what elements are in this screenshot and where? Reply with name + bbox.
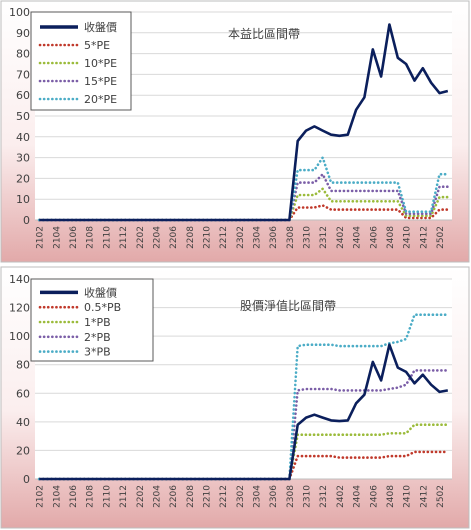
pe-y-tick-label: 60 [16, 89, 30, 102]
pe-y-tick-label: 80 [16, 48, 30, 61]
pe-x-tick-label: 2112 [119, 226, 129, 249]
pe-series-line-0 [39, 23, 449, 222]
pe-x-tick-label: 2410 [403, 226, 413, 249]
pb-series-group [37, 313, 450, 481]
pb-x-tick-label: 2210 [202, 485, 212, 508]
pe-x-tick-label: 2402 [336, 226, 346, 249]
pb-x-tick-label: 2404 [353, 485, 363, 508]
pe-x-tick-label: 2108 [86, 226, 96, 249]
pe-y-tick-label: 40 [16, 131, 30, 144]
pb-legend-label-2: 1*PB [84, 316, 111, 329]
pe-x-tick-label: 2406 [369, 226, 379, 249]
pe-x-tick-label: 2208 [186, 226, 196, 249]
pb-legend-label-1: 0.5*PB [84, 301, 121, 314]
pe-x-tick-label: 2310 [303, 226, 313, 249]
pe-legend-label-0: 收盤價 [84, 20, 117, 34]
pb-x-tick-label: 2312 [319, 485, 329, 508]
pb-x-tick-label: 2306 [269, 485, 279, 508]
pe-x-tick-label: 2412 [419, 226, 429, 249]
pb-x-tick-label: 2202 [136, 485, 146, 508]
pb-x-tick-label: 2410 [403, 485, 413, 508]
pb-x-tick-label: 2412 [419, 485, 429, 508]
pe-y-tick-label: 70 [16, 68, 30, 81]
pb-legend-label-4: 3*PB [84, 346, 111, 359]
pe-x-tick-label: 2304 [253, 226, 263, 249]
pe-x-tick-label: 2104 [52, 226, 62, 249]
pb-x-tick-label: 2106 [69, 485, 79, 508]
pb-x-tick-label: 2302 [236, 485, 246, 508]
pb-chart-title: 股價淨值比區間帶 [240, 298, 336, 313]
pe-series-group [37, 23, 450, 222]
pb-x-tick-label: 2402 [336, 485, 346, 508]
pe-x-tick-label: 2110 [102, 226, 112, 249]
pe-y-tick-label: 100 [9, 6, 30, 19]
pb-legend: 收盤價 0.5*PB 1*PB 2*PB 3*PB [30, 278, 154, 362]
pe-x-tick-label: 2206 [169, 226, 179, 249]
pb-y-tick-label: 120 [9, 302, 30, 315]
pb-x-tick-label: 2112 [119, 485, 129, 508]
pb-y-tick-label: 40 [16, 416, 30, 429]
pe-legend-label-2: 10*PE [84, 57, 117, 70]
pb-x-tick-label: 2310 [303, 485, 313, 508]
pb-x-tick-label: 2206 [169, 485, 179, 508]
pe-y-tick-label: 50 [16, 110, 30, 123]
pe-x-tick-label: 2102 [36, 226, 46, 249]
pe-chart-title: 本益比區間帶 [228, 27, 300, 41]
pb-legend-label-0: 收盤價 [84, 285, 117, 299]
pe-x-tick-label: 2204 [152, 226, 162, 249]
pe-y-tick-label: 20 [16, 172, 30, 185]
pb-x-axis: 2102 2104 2106 2108 2110 2112 2202 2204 2206 2208… [35, 478, 452, 508]
pb-x-tick-label: 2502 [436, 485, 446, 508]
pb-y-tick-label: 80 [16, 359, 30, 372]
pb-x-tick-label: 2102 [36, 485, 46, 508]
pe-y-tick-label: 30 [16, 152, 30, 165]
pe-y-tick-label: 10 [16, 193, 30, 206]
pe-x-tick-label: 2404 [353, 226, 363, 249]
pe-x-axis: 2102 2104 2106 2108 2110 2112 2202 2204 2206 2208… [35, 219, 452, 249]
pb-x-tick-label: 2408 [386, 485, 396, 508]
pb-legend-label-3: 2*PB [84, 331, 111, 344]
pe-x-tick-label: 2312 [319, 226, 329, 249]
pe-x-tick-label: 2502 [436, 226, 446, 249]
pb-y-tick-label: 100 [9, 330, 30, 343]
pb-x-tick-label: 2308 [286, 485, 296, 508]
pb-x-tick-label: 2108 [86, 485, 96, 508]
pe-x-tick-label: 2306 [269, 226, 279, 249]
pe-legend: 收盤價 5*PE 10*PE 15*PE 20*PE [30, 11, 132, 111]
pe-x-tick-label: 2308 [286, 226, 296, 249]
pe-y-tick-label: 0 [23, 214, 30, 227]
pe-legend-label-4: 20*PE [84, 93, 117, 106]
pb-x-tick-label: 2304 [253, 485, 263, 508]
pb-x-tick-label: 2104 [52, 485, 62, 508]
pb-x-tick-label: 2212 [219, 485, 229, 508]
pe-y-tick-label: 90 [16, 27, 30, 40]
pe-legend-label-1: 5*PE [84, 39, 110, 52]
pe-x-tick-label: 2212 [219, 226, 229, 249]
pe-x-tick-label: 2106 [69, 226, 79, 249]
pb-x-tick-label: 2208 [186, 485, 196, 508]
pb-series-line-0 [39, 343, 449, 481]
pb-x-tick-label: 2110 [102, 485, 112, 508]
pb-x-tick-label: 2204 [152, 485, 162, 508]
pb-x-tick-label: 2406 [369, 485, 379, 508]
pb-y-tick-label: 20 [16, 444, 30, 457]
pb-y-tick-label: 60 [16, 387, 30, 400]
pe-x-tick-label: 2302 [236, 226, 246, 249]
pb-y-tick-label: 0 [23, 473, 30, 486]
pe-legend-label-3: 15*PE [84, 75, 117, 88]
pe-x-tick-label: 2408 [386, 226, 396, 249]
pb-y-tick-label: 140 [9, 273, 30, 286]
pe-x-tick-label: 2202 [136, 226, 146, 249]
pe-x-tick-label: 2210 [202, 226, 212, 249]
